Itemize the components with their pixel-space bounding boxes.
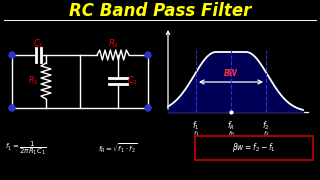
Text: $\beta w = f_2 - f_1$: $\beta w = f_2 - f_1$: [232, 141, 276, 154]
Bar: [195, 136, 313, 160]
Text: BW: BW: [224, 69, 238, 78]
Circle shape: [145, 52, 151, 58]
Text: $f_2$: $f_2$: [263, 129, 269, 138]
Text: $f_R = \sqrt{f_1 \cdot f_2}$: $f_R = \sqrt{f_1 \cdot f_2}$: [98, 141, 137, 155]
Text: $f_1$: $f_1$: [192, 119, 200, 132]
Circle shape: [9, 52, 15, 58]
Text: $f_R$: $f_R$: [228, 129, 235, 138]
Text: $R_1$: $R_1$: [28, 75, 38, 87]
Text: $C_2$: $C_2$: [127, 75, 139, 87]
Text: $C_1$: $C_1$: [33, 38, 44, 50]
Circle shape: [9, 105, 15, 111]
Text: $f_R$: $f_R$: [227, 119, 235, 132]
Text: $R_2$: $R_2$: [108, 38, 118, 50]
Circle shape: [145, 105, 151, 111]
Text: $f_1$: $f_1$: [193, 129, 199, 138]
Text: RC Band Pass Filter: RC Band Pass Filter: [69, 2, 251, 20]
Text: $f_1 = \dfrac{1}{2\pi R_1 C_1}$: $f_1 = \dfrac{1}{2\pi R_1 C_1}$: [5, 139, 46, 157]
Text: $f_2$: $f_2$: [262, 119, 270, 132]
